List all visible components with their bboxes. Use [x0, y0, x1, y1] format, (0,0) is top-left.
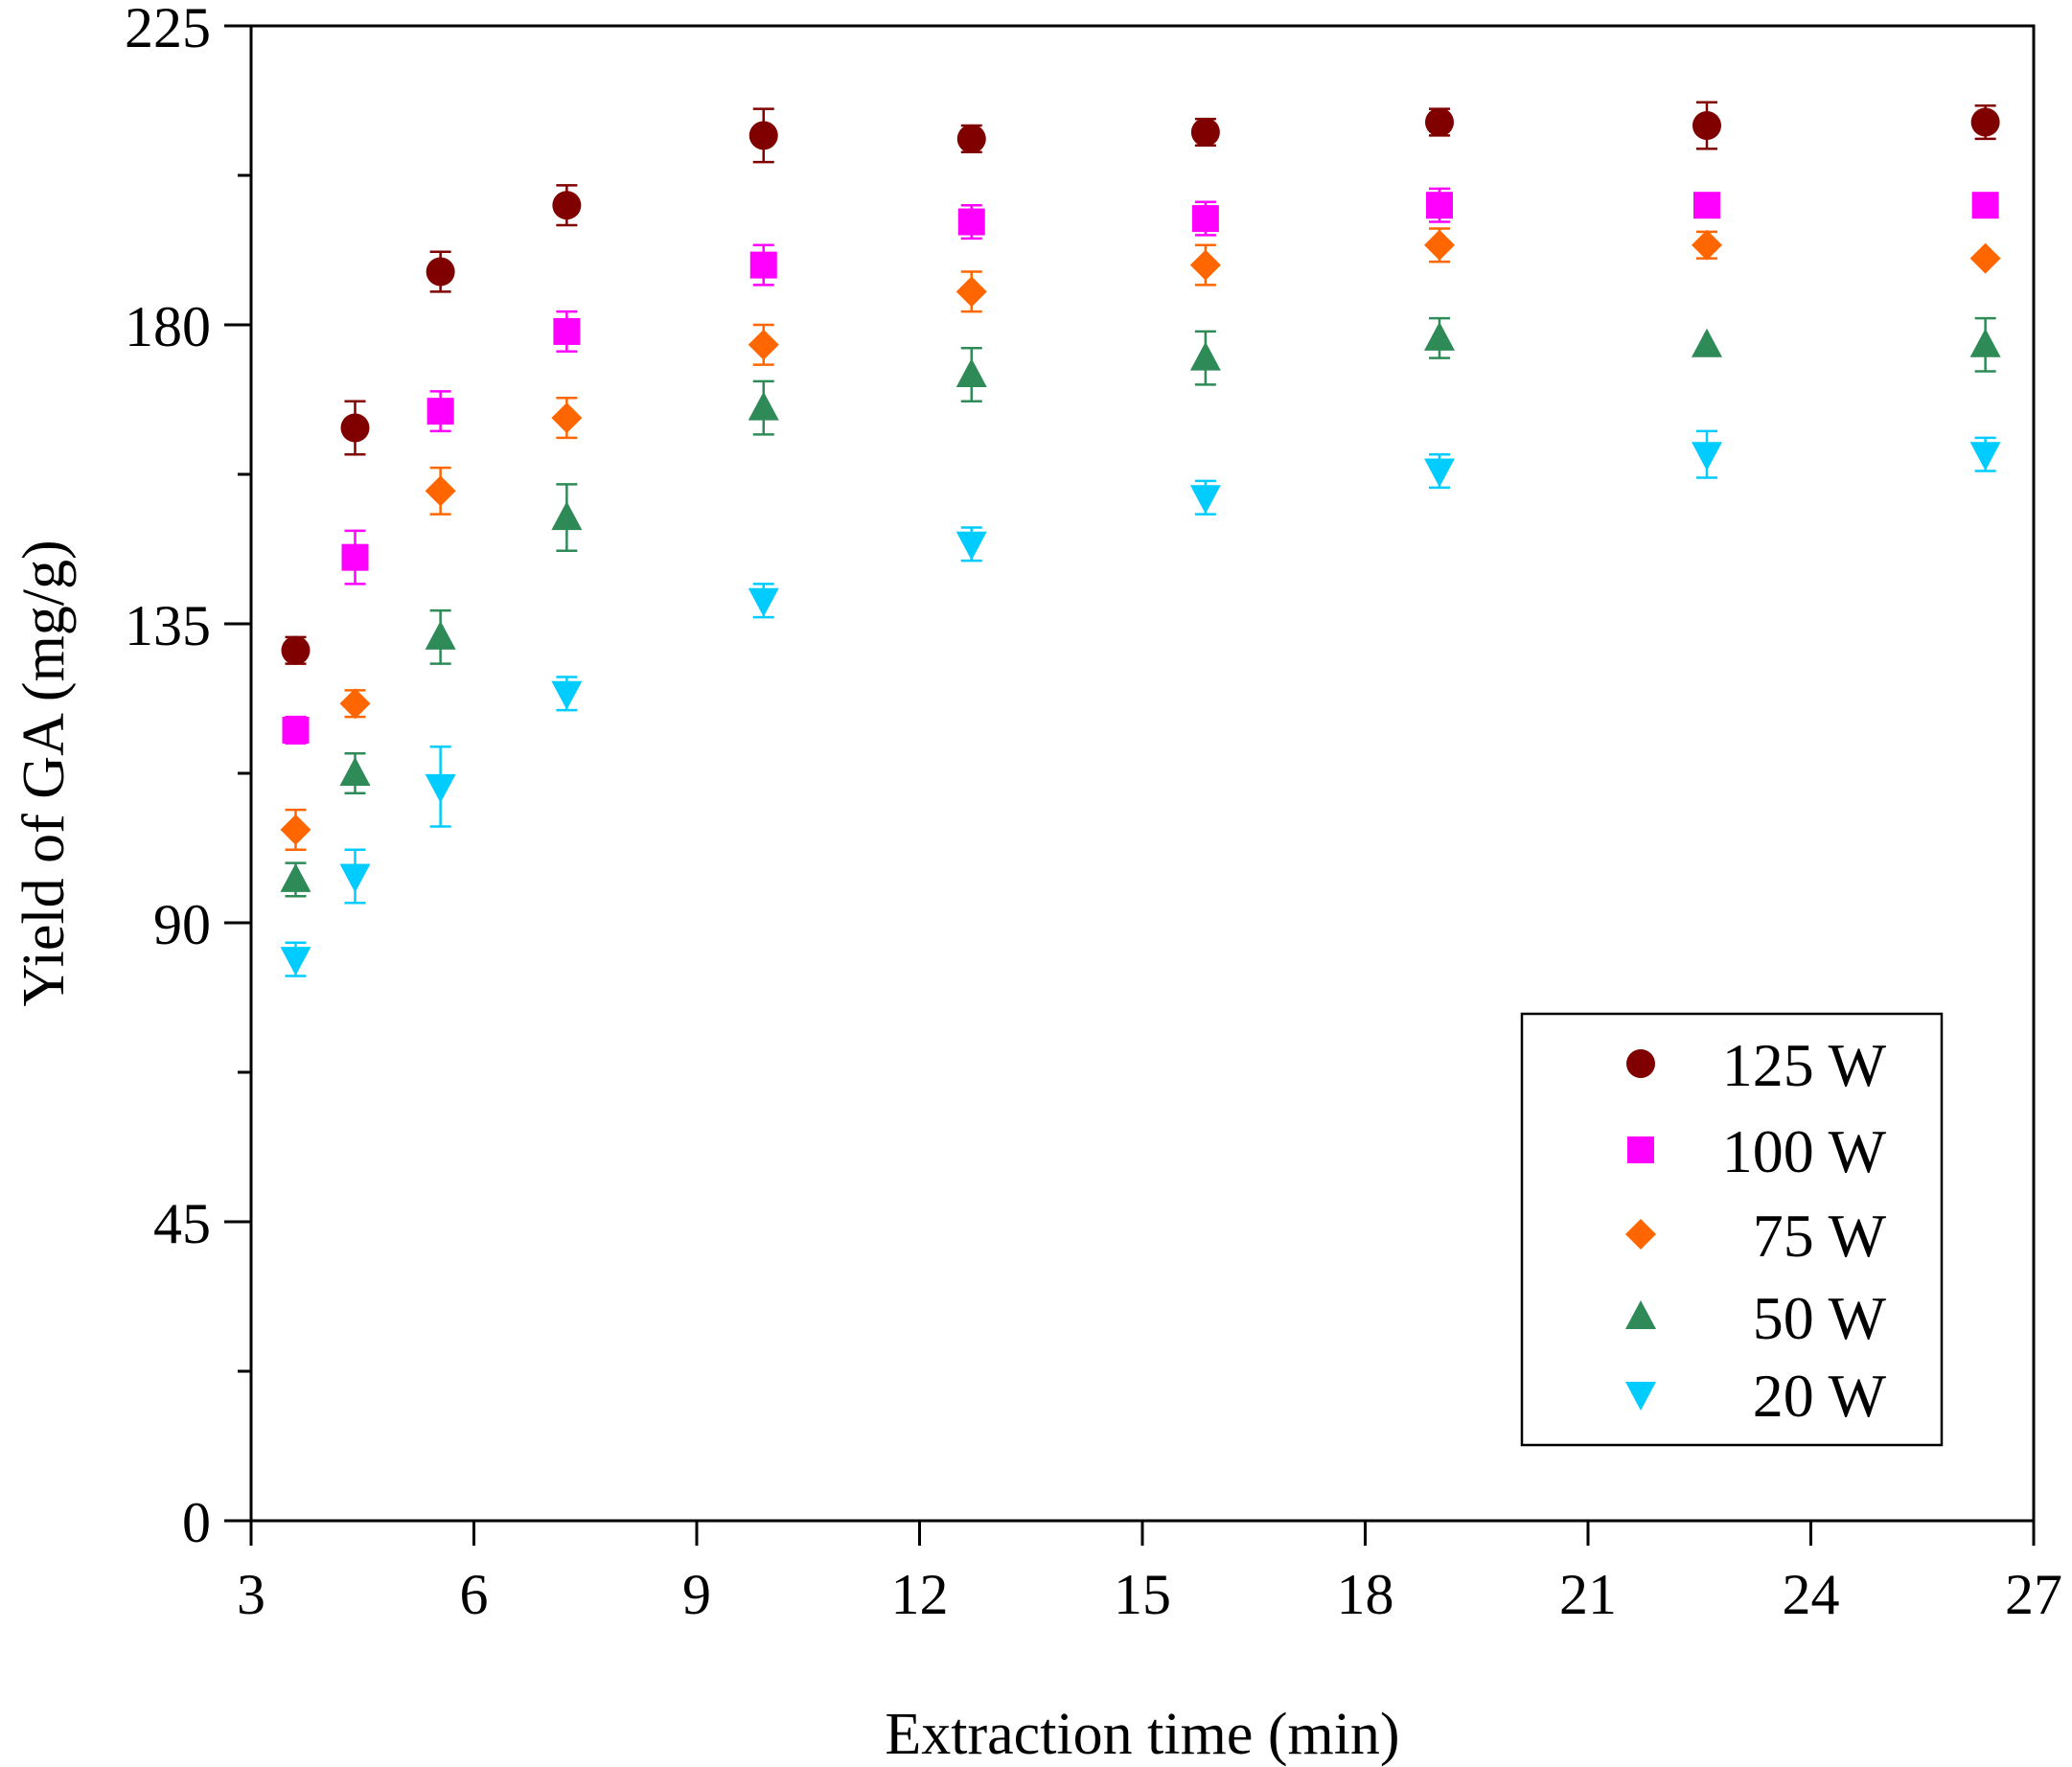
data-point-75w — [280, 814, 311, 845]
data-point-50w — [425, 620, 456, 650]
series-50w — [280, 316, 2001, 898]
legend-label: 50 W — [1753, 1284, 1887, 1352]
data-point-50w — [1424, 321, 1455, 351]
y-tick-label: 180 — [125, 295, 211, 358]
data-point-20w — [1692, 442, 1722, 471]
y-tick-label: 90 — [153, 893, 211, 956]
axes: 3 6 9 12 15 18 21 24 27 0 45 90 135 180 225 — [125, 0, 2062, 1626]
legend-marker-100w — [1627, 1136, 1654, 1163]
data-point-100w — [426, 398, 454, 425]
y-tick-label: 225 — [125, 0, 211, 59]
y-tick-label: 45 — [153, 1192, 211, 1255]
legend-marker-125w — [1626, 1049, 1655, 1078]
data-point-125w — [1970, 107, 2000, 137]
data-point-50w — [1692, 328, 1722, 357]
data-point-50w — [551, 501, 583, 531]
data-point-20w — [955, 531, 987, 561]
data-point-100w — [749, 251, 777, 279]
data-point-75w — [748, 329, 779, 360]
legend-label: 75 W — [1753, 1202, 1887, 1270]
data-point-125w — [748, 121, 778, 150]
data-point-125w — [1425, 107, 1454, 137]
x-tick-label: 24 — [1783, 1563, 1840, 1626]
data-point-20w — [551, 680, 583, 710]
data-point-100w — [1971, 192, 1999, 219]
legend-label: 20 W — [1753, 1362, 1887, 1430]
data-point-20w — [1189, 485, 1221, 515]
data-point-100w — [1426, 192, 1453, 219]
data-point-50w — [955, 358, 987, 387]
data-point-125w — [552, 191, 582, 220]
data-point-100w — [1191, 205, 1219, 233]
legend-marker-75w — [1625, 1219, 1656, 1250]
series-100w — [282, 187, 1999, 746]
data-point-75w — [339, 688, 371, 720]
x-tick-label: 3 — [237, 1563, 265, 1626]
legend-label: 100 W — [1722, 1117, 1887, 1185]
legend-marker-20w — [1625, 1382, 1656, 1411]
x-tick-label: 6 — [460, 1563, 489, 1626]
data-point-100w — [282, 716, 310, 744]
legend-label: 125 W — [1722, 1031, 1887, 1099]
series-75w — [280, 227, 2001, 851]
data-point-20w — [1969, 442, 2001, 471]
y-axis-title: Yield of GA (mg/g) — [12, 539, 77, 1006]
data-point-50w — [280, 862, 311, 892]
data-point-125w — [1692, 111, 1721, 140]
legend: 125 W 100 W 75 W 50 W 20 W — [1520, 1012, 1944, 1447]
x-tick-label: 12 — [891, 1563, 949, 1626]
x-tick-label: 9 — [682, 1563, 711, 1626]
x-tick-label: 15 — [1114, 1563, 1171, 1626]
data-point-20w — [425, 773, 456, 803]
data-point-75w — [1692, 229, 1722, 261]
data-point-75w — [1424, 229, 1455, 261]
data-point-125w — [956, 124, 986, 153]
data-point-50w — [339, 757, 371, 786]
data-point-100w — [957, 208, 985, 236]
x-tick-label: 21 — [1559, 1563, 1617, 1626]
data-point-50w — [1969, 328, 2001, 357]
data-point-20w — [1424, 458, 1455, 488]
x-tick-label: 27 — [2005, 1563, 2062, 1626]
data-point-125w — [426, 257, 455, 287]
x-axis-title: Extraction time (min) — [885, 1702, 1399, 1767]
data-point-75w — [551, 402, 583, 434]
legend-marker-50w — [1625, 1300, 1656, 1329]
data-point-125w — [281, 635, 311, 665]
data-point-20w — [339, 863, 371, 893]
data-point-20w — [748, 587, 779, 617]
data-point-75w — [955, 276, 987, 308]
data-point-75w — [425, 475, 456, 507]
data-point-100w — [1693, 192, 1720, 219]
legend-box — [1520, 1012, 1944, 1447]
x-tick-label: 18 — [1337, 1563, 1394, 1626]
data-point-100w — [553, 317, 581, 345]
data-point-75w — [1189, 249, 1221, 281]
data-point-100w — [341, 543, 369, 571]
y-tick-label: 135 — [125, 594, 211, 657]
data-point-75w — [1969, 242, 2001, 274]
data-point-50w — [748, 391, 779, 421]
data-point-50w — [1189, 341, 1221, 371]
data-point-125w — [340, 413, 370, 443]
y-tick-label: 0 — [182, 1491, 211, 1554]
series-125w — [281, 101, 2000, 665]
data-point-20w — [280, 947, 311, 976]
data-marks — [280, 101, 2001, 977]
data-point-125w — [1190, 117, 1220, 147]
series-20w — [280, 429, 2001, 977]
